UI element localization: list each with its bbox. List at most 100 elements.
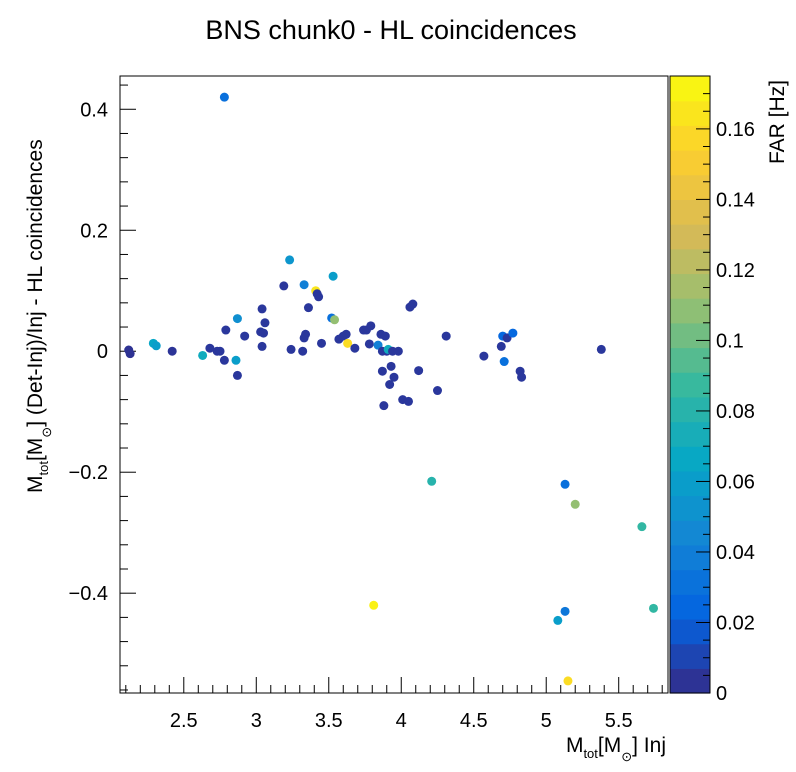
x-tick-label: 4.5 [460,710,488,732]
data-point [479,351,489,361]
colorbar-tick-label: 0.14 [716,189,755,211]
data-point [350,343,360,353]
data-point [386,361,396,371]
colorbar-band [670,594,710,620]
data-point [259,328,269,338]
data-point [219,92,229,102]
colorbar-band [670,150,710,176]
y-axis: 0.4 0.2 0 −0.2 −0.4 [69,84,136,691]
data-point [499,357,509,367]
y-axis-title-main: M [24,476,47,494]
data-point [380,331,390,341]
x-axis-title-bracket-open: [M [598,734,621,757]
data-point [286,344,296,354]
data-point [385,380,395,389]
data-point [369,600,379,610]
colorbar-band [670,347,710,373]
data-point [560,606,570,616]
x-axis-title-sub: tot [583,746,598,761]
y-axis-title: Mtot[M⊙] (Det-Inj)/Inj - HL coincidences [24,139,54,493]
colorbar-band [670,322,710,349]
data-point [570,499,580,509]
data-point [649,603,659,613]
data-point [343,338,353,348]
colorbar-band [670,199,710,225]
data-point [303,303,313,313]
x-axis: 2.5 3 3.5 4 4.5 5 5.5 [125,677,663,732]
colorbar-tick-label: 0.06 [716,471,755,493]
data-point [205,343,215,353]
y-axis-title-sub: tot [36,461,51,476]
data-point [285,255,295,265]
colorbar-tick-label: 0 [716,683,727,705]
y-tick-label: 0.4 [80,99,108,121]
colorbar-tick-label: 0.12 [716,260,755,282]
x-axis-title-bracket-close: ] Inj [632,734,666,757]
x-tick-label: 5 [541,710,552,732]
y-tick-label: 0.2 [80,220,108,242]
data-point [232,370,242,380]
data-point [221,325,231,335]
data-point [496,341,506,351]
colorbar-band [670,544,710,571]
data-point [403,396,413,406]
colorbar-tick-label: 0.04 [716,542,755,564]
chart-title: BNS chunk0 - HL coincidences [205,15,576,45]
data-point [167,346,177,356]
data-point [517,372,527,382]
data-point [389,372,399,382]
colorbar-tick-label: 0.1 [716,330,744,352]
x-axis-title-main: M [566,734,584,757]
y-axis-title-bracket-close: ] (Det-Inj)/Inj - HL coincidences [24,139,47,427]
data-point [330,315,340,325]
data-point [393,346,403,356]
plot-area-frame [119,75,669,694]
data-point [560,479,570,489]
data-point [563,676,573,686]
colorbar-axis: 0 0.02 0.04 0.06 0.08 0.1 0.12 0.14 0.16 [696,93,755,705]
scatter-points [124,92,659,686]
colorbar-band [670,298,710,324]
data-point [301,329,311,339]
data-point [299,280,309,290]
x-tick-label: 2.5 [170,710,198,732]
data-point [125,349,135,359]
colorbar [669,75,711,694]
data-point [279,281,289,291]
data-point [240,331,250,341]
data-point [260,318,270,328]
data-point [219,355,229,365]
x-tick-label: 3.5 [315,710,343,732]
colorbar-band [670,396,710,423]
x-tick-label: 4 [396,710,407,732]
data-point [408,299,418,309]
data-point [314,292,324,302]
data-point [232,314,242,324]
colorbar-label: FAR [Hz] [766,80,789,164]
data-point [341,329,351,339]
data-point [198,350,208,360]
colorbar-band [670,224,710,250]
data-point [553,615,563,625]
colorbar-band [670,273,710,299]
data-point [317,338,327,348]
data-point [441,331,451,341]
colorbar-band [670,643,710,669]
data-point [379,401,389,411]
data-point [377,366,387,376]
colorbar-tick-label: 0.16 [716,119,755,141]
colorbar-tick-label: 0.02 [716,612,755,634]
colorbar-band [670,174,710,200]
data-point [298,346,308,356]
colorbar-band [670,76,710,102]
y-tick-label: −0.2 [69,462,108,484]
data-point [427,476,437,486]
colorbar-band [670,520,710,546]
colorbar-band [670,100,710,126]
colorbar-tick-label: 0.08 [716,401,755,423]
y-axis-title-bracket-open: [M [24,438,47,461]
data-point [215,346,225,356]
data-point [328,271,338,281]
colorbar-frame [669,75,711,694]
